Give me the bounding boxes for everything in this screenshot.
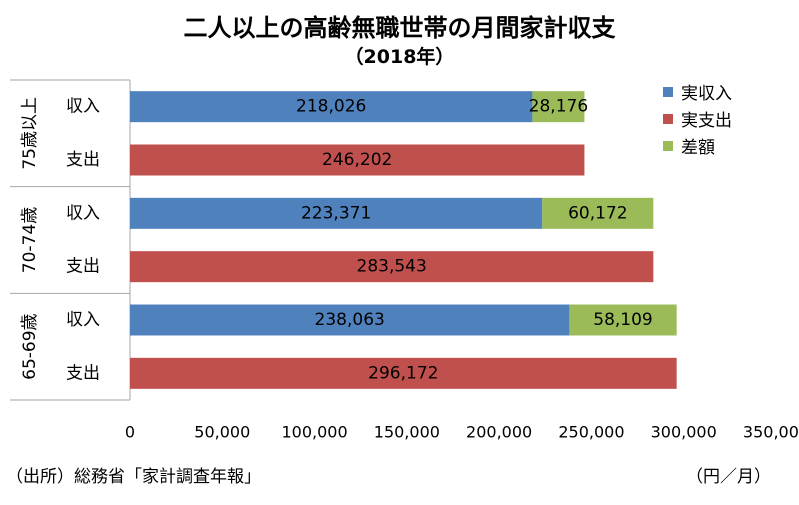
row-label: 収入 (66, 203, 100, 223)
legend-swatch-expense (663, 113, 673, 124)
data-label: 296,172 (368, 363, 438, 383)
unit-note: （円／月） (686, 467, 771, 487)
data-label: 223,371 (301, 203, 371, 223)
row-label: 支出 (66, 257, 100, 277)
row-label: 収入 (66, 310, 100, 330)
data-label: 60,172 (568, 203, 627, 223)
legend-item-income: 実収入 (663, 78, 732, 105)
legend-swatch-income (663, 86, 673, 97)
row-label: 収入 (66, 97, 100, 117)
data-label: 283,543 (357, 257, 427, 277)
bar-segment (130, 251, 654, 283)
legend-item-expense: 実支出 (663, 105, 732, 132)
legend-label-expense: 実支出 (681, 111, 732, 131)
bar-segment (130, 144, 585, 176)
bar-segment (130, 91, 533, 123)
group-label: 65-69歳 (20, 313, 40, 379)
x-tick-label: 200,000 (466, 423, 532, 442)
x-tick-label: 250,000 (558, 423, 624, 442)
bar-segment (569, 304, 677, 336)
group-label: 70-74歳 (20, 207, 40, 273)
bar-segment (130, 304, 570, 336)
data-label: 28,176 (529, 97, 588, 117)
legend-label-income: 実収入 (681, 84, 732, 104)
data-label: 218,026 (296, 97, 366, 117)
data-label: 246,202 (322, 150, 392, 170)
chart-subtitle: （2018年） (344, 46, 455, 68)
data-label: 238,063 (315, 310, 385, 330)
x-tick-label: 300,000 (651, 423, 717, 442)
bar-segment (130, 357, 677, 389)
legend: 実収入 実支出 差額 (663, 78, 732, 159)
row-label: 支出 (66, 363, 100, 383)
x-tick-label: 50,000 (194, 423, 250, 442)
row-label: 支出 (66, 150, 100, 170)
bar-segment (130, 197, 543, 229)
legend-item-difference: 差額 (663, 132, 732, 159)
data-label: 58,109 (593, 310, 652, 330)
chart-title: 二人以上の高齢無職世帯の月間家計収支 (183, 14, 616, 42)
source-note: （出所）総務省「家計調査年報」 (6, 467, 261, 487)
bar-segment (542, 197, 654, 229)
x-tick-label: 350,000 (743, 423, 799, 442)
x-tick-label: 100,000 (281, 423, 347, 442)
legend-label-difference: 差額 (681, 138, 715, 158)
bar-segment (532, 91, 585, 123)
legend-swatch-difference (663, 140, 673, 151)
x-tick-label: 150,000 (374, 423, 440, 442)
group-label: 75歳以上 (20, 97, 40, 170)
x-tick-label: 0 (125, 423, 135, 442)
